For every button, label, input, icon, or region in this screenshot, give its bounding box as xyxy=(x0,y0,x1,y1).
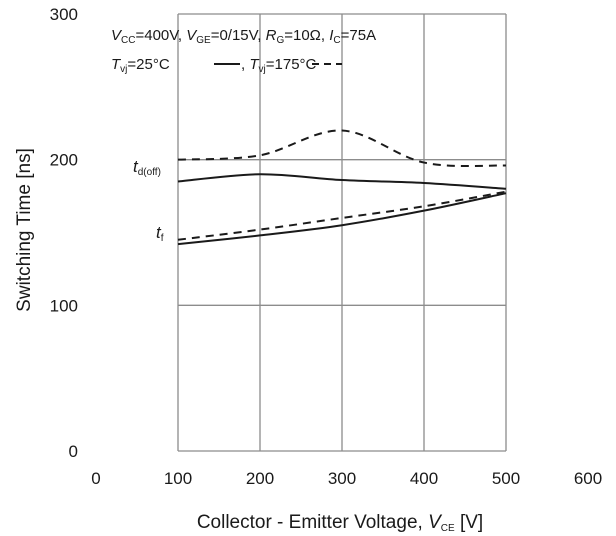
td-off-175c-line xyxy=(177,129,507,168)
x-axis-label: Collector - Emitter Voltage, VCE [V] xyxy=(197,512,483,534)
y-tick-label: 100 xyxy=(50,296,78,315)
y-tick-label: 200 xyxy=(50,151,78,170)
conditions-line-1: VCC=400V, VGE=0/15V, RG=10Ω, IC=75A xyxy=(111,27,376,46)
y-tick-label: 0 xyxy=(69,442,78,461)
x-tick-label: 500 xyxy=(492,469,520,488)
grid xyxy=(177,13,507,452)
x-tick-label: 100 xyxy=(164,469,192,488)
y-tick-labels: 0 100 200 300 xyxy=(50,5,78,461)
y-tick-label: 300 xyxy=(50,5,78,24)
x-tick-label: 200 xyxy=(246,469,274,488)
x-tick-label: 0 xyxy=(91,469,100,488)
series-group xyxy=(177,129,507,246)
tf-25c-line xyxy=(177,192,507,246)
legend-25c-label: Tvj=25°C xyxy=(111,56,170,75)
td-off-25c-line xyxy=(177,173,507,190)
legend-175c-label: , Tvj=175°C xyxy=(241,56,317,75)
x-tick-label: 300 xyxy=(328,469,356,488)
tf-label: tf xyxy=(156,223,164,244)
x-tick-label: 600 xyxy=(574,469,602,488)
conditions-line-2: Tvj=25°C , Tvj=175°C xyxy=(111,56,342,75)
x-tick-label: 400 xyxy=(410,469,438,488)
y-axis-label: Switching Time [ns] xyxy=(14,148,35,312)
td-off-label: td(off) xyxy=(133,157,161,178)
x-tick-labels: 0 100 200 300 400 500 600 xyxy=(91,469,602,488)
